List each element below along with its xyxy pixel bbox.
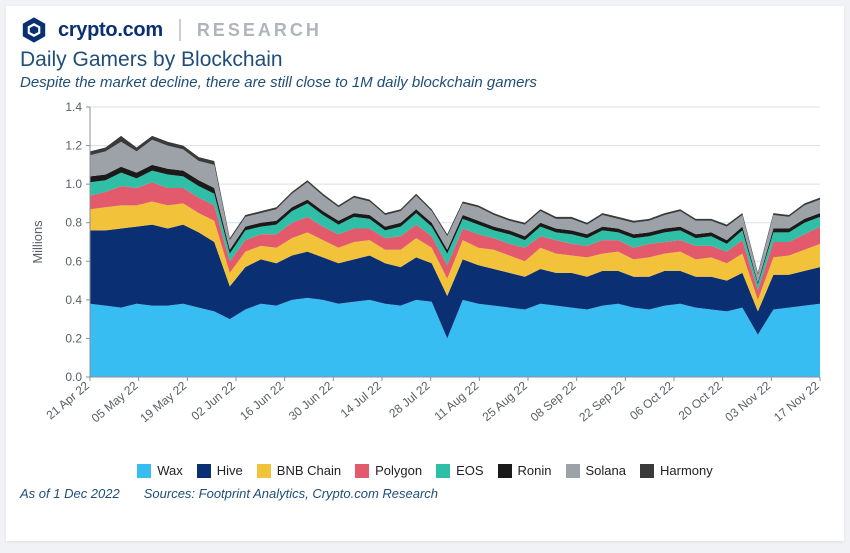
crypto-com-logo-icon [20,16,48,44]
legend-item: Hive [197,463,243,478]
footer-asof: As of 1 Dec 2022 [20,486,120,501]
chart-plot: 0.00.20.40.60.81.01.21.421 Apr 2205 May … [20,97,830,459]
legend-swatch [197,464,211,478]
svg-text:06 Oct 22: 06 Oct 22 [627,378,676,422]
chart-title: Daily Gamers by Blockchain [20,48,830,72]
svg-text:30 Jun 22: 30 Jun 22 [286,378,336,423]
svg-text:05 May 22: 05 May 22 [89,378,141,425]
legend-swatch [498,464,512,478]
legend-label: Wax [157,463,183,478]
chart-legend: Wax Hive BNB Chain Polygon EOS Ronin Solana Har… [20,463,830,478]
legend-label: Polygon [375,463,422,478]
svg-text:16 Jun 22: 16 Jun 22 [237,378,287,423]
svg-text:28 Jul 22: 28 Jul 22 [386,378,433,420]
svg-text:21 Apr 22: 21 Apr 22 [44,378,93,422]
brand-row: crypto.com RESEARCH [20,16,830,44]
svg-text:02 Jun 22: 02 Jun 22 [189,378,239,423]
svg-text:1.2: 1.2 [65,139,82,153]
svg-text:1.4: 1.4 [65,100,82,114]
chart-card: crypto.com RESEARCH Daily Gamers by Bloc… [6,6,844,541]
svg-text:14 Jul 22: 14 Jul 22 [338,378,385,420]
legend-swatch [640,464,654,478]
svg-text:19 May 22: 19 May 22 [137,378,189,425]
chart-footer: As of 1 Dec 2022 Sources: Footprint Anal… [20,486,830,501]
chart-subtitle: Despite the market decline, there are st… [20,74,830,91]
legend-swatch [436,464,450,478]
legend-swatch [137,464,151,478]
legend-label: Solana [586,463,626,478]
svg-text:0.4: 0.4 [65,293,82,307]
svg-text:1.0: 1.0 [65,177,82,191]
legend-swatch [566,464,580,478]
svg-text:03 Nov 22: 03 Nov 22 [722,378,773,424]
brand-name: crypto.com [58,19,163,42]
legend-swatch [355,464,369,478]
legend-label: EOS [456,463,483,478]
svg-text:Millions: Millions [30,220,45,264]
legend-item: Ronin [498,463,552,478]
legend-item: EOS [436,463,483,478]
legend-label: Ronin [518,463,552,478]
legend-label: Hive [217,463,243,478]
legend-item: Polygon [355,463,422,478]
svg-text:0.6: 0.6 [65,254,82,268]
svg-text:25 Aug 22: 25 Aug 22 [480,378,531,424]
svg-text:11 Aug 22: 11 Aug 22 [432,378,482,423]
legend-item: BNB Chain [257,463,341,478]
legend-label: Harmony [660,463,713,478]
svg-text:08 Sep 22: 08 Sep 22 [528,378,579,424]
brand-research-label: RESEARCH [197,20,322,41]
legend-item: Harmony [640,463,713,478]
legend-swatch [257,464,271,478]
footer-sources: Sources: Footprint Analytics, Crypto.com… [144,486,438,501]
legend-label: BNB Chain [277,463,341,478]
svg-text:17 Nov 22: 17 Nov 22 [771,378,822,424]
brand-divider [179,19,181,41]
svg-text:0.8: 0.8 [65,216,82,230]
svg-text:22 Sep 22: 22 Sep 22 [576,378,627,424]
stacked-area-svg: 0.00.20.40.60.81.01.21.421 Apr 2205 May … [20,97,830,459]
legend-item: Wax [137,463,183,478]
svg-text:0.2: 0.2 [65,331,82,345]
svg-text:20 Oct 22: 20 Oct 22 [676,378,725,422]
legend-item: Solana [566,463,626,478]
